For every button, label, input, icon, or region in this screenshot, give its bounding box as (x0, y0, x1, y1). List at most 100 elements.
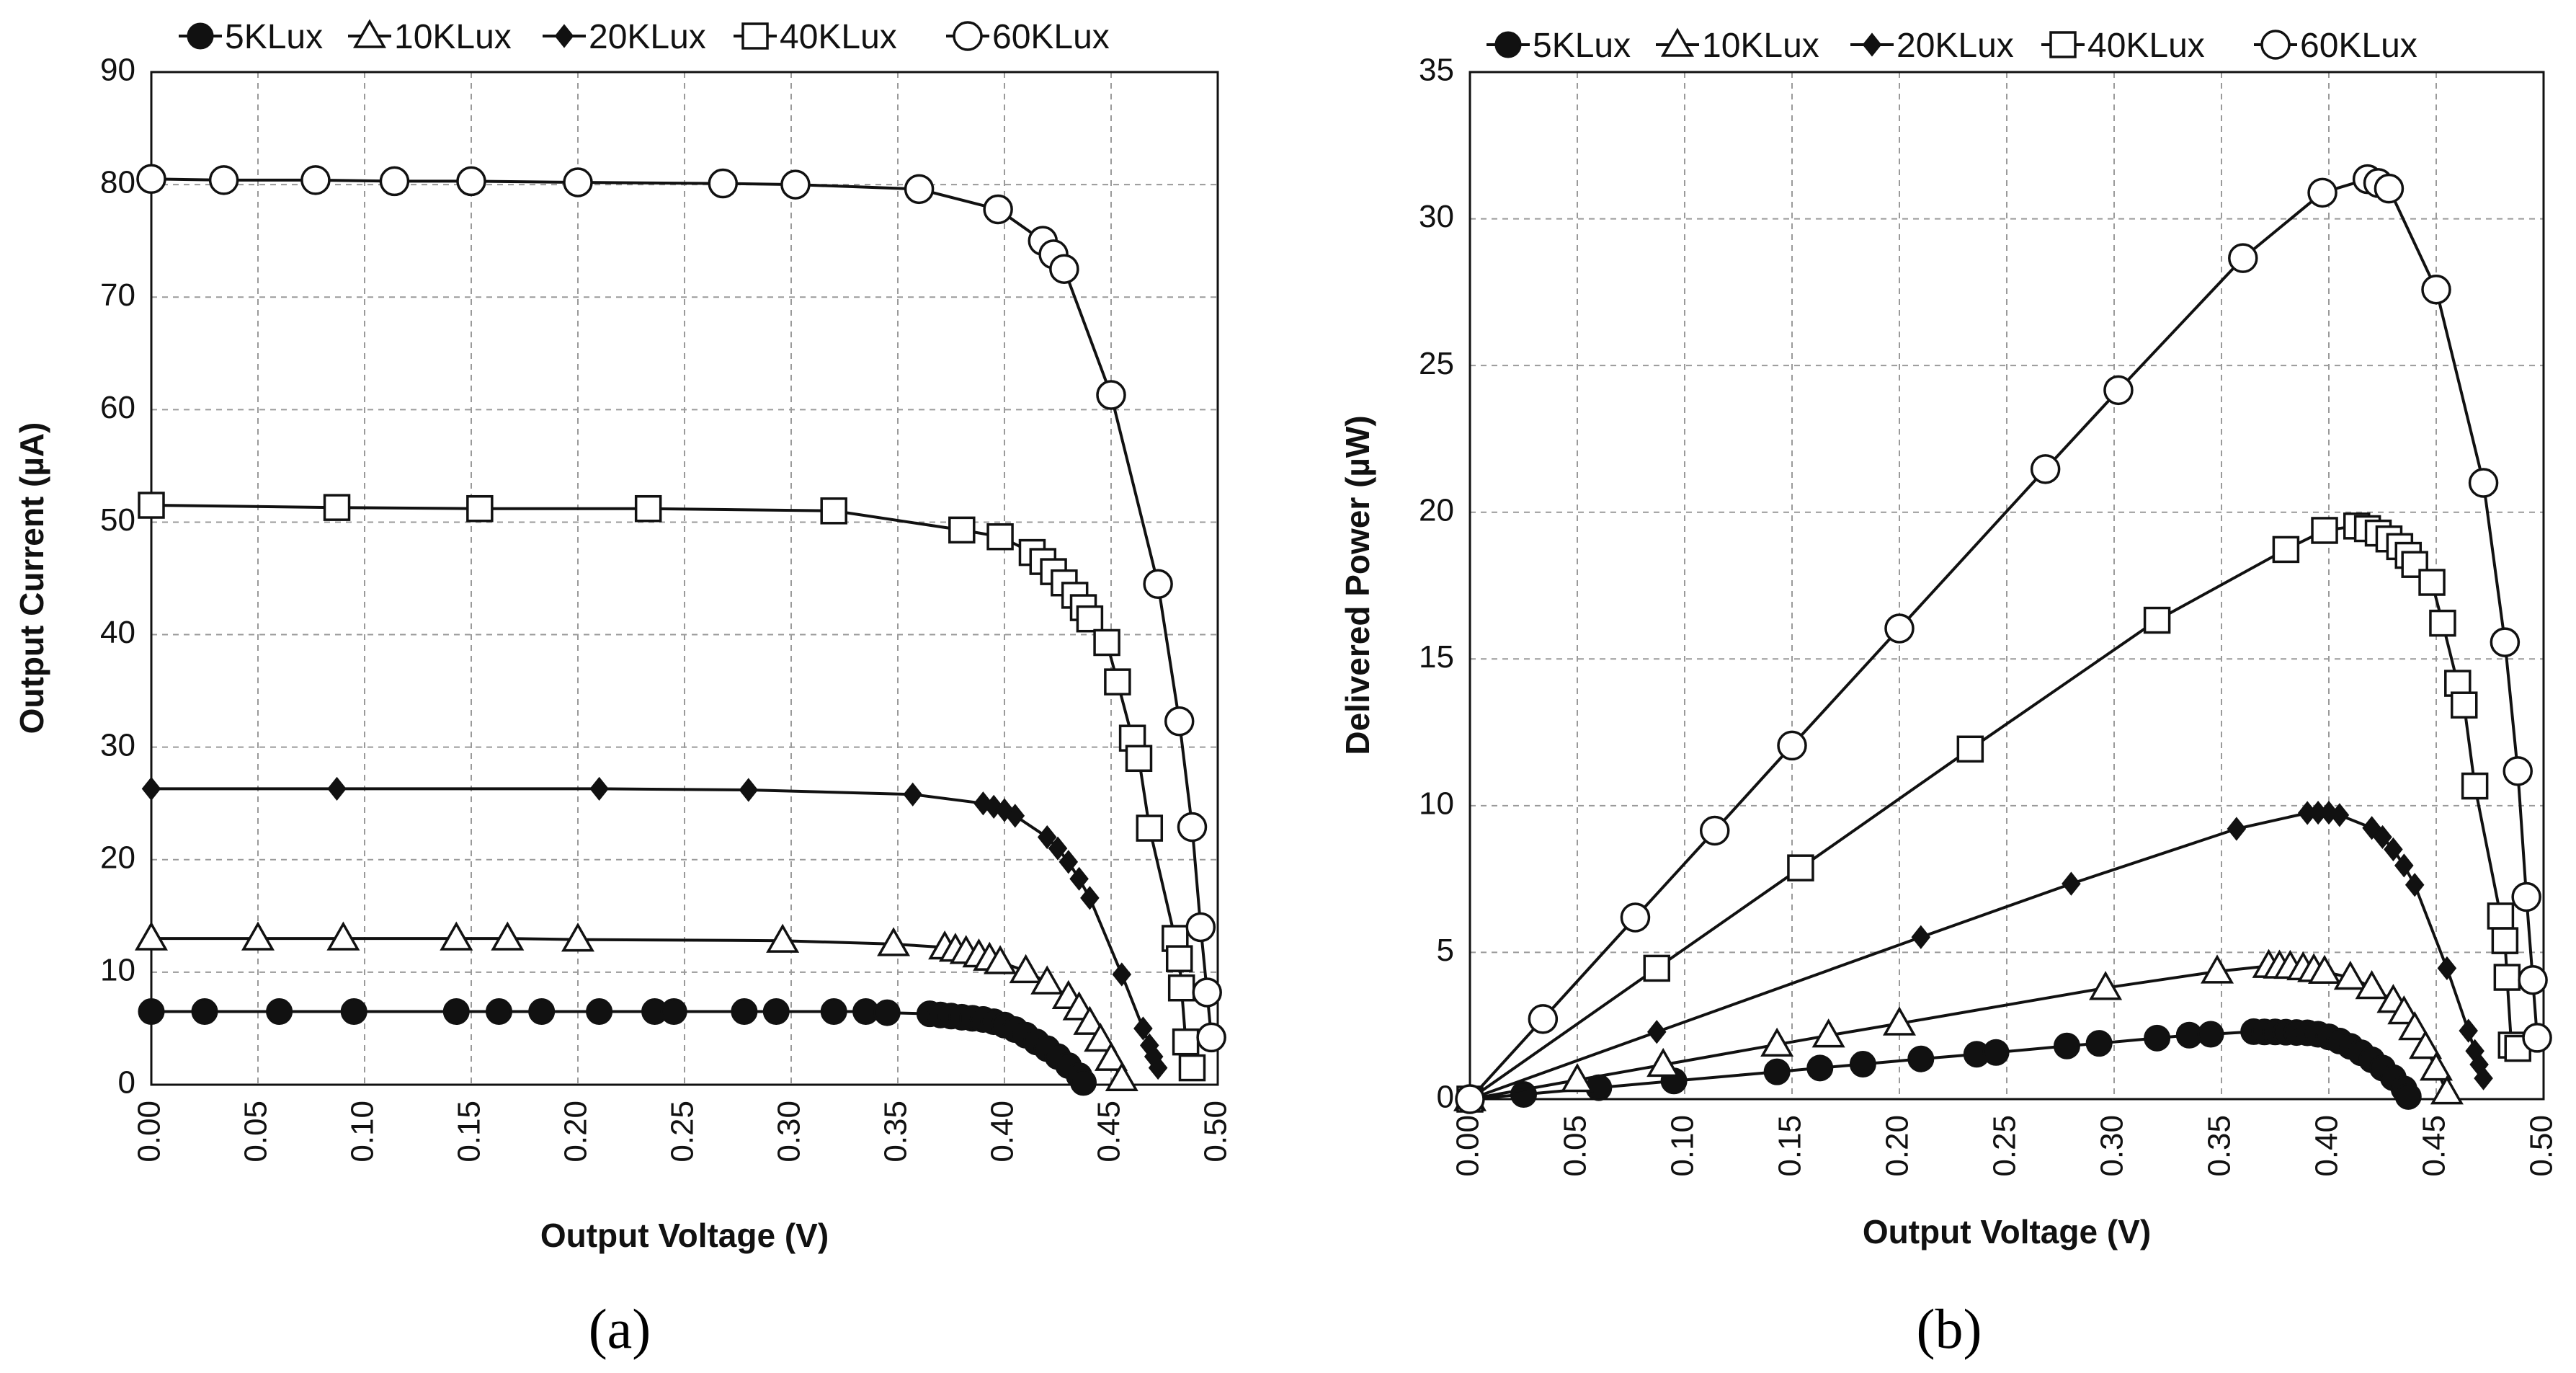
series-group-b (1453, 164, 2552, 1114)
data-point-20klux (2330, 803, 2350, 827)
data-point-60klux (2518, 964, 2548, 995)
legend-b: 5KLux 10KLux 20KLux 40KLux 60KLux (1487, 27, 2417, 65)
data-point-60klux (780, 169, 811, 200)
data-point-60klux (2468, 468, 2499, 498)
data-point-40klux (820, 497, 847, 525)
x-tick-label: 0.00 (132, 1101, 167, 1163)
data-point-60klux (2490, 627, 2521, 657)
data-point-60klux (456, 166, 486, 197)
data-point-5klux (820, 998, 847, 1026)
legend-label: 10KLux (394, 18, 512, 56)
data-point-10klux (1760, 1027, 1794, 1057)
x-tick-label: 0.15 (452, 1101, 487, 1163)
plot-frame-b (1469, 71, 2545, 1101)
data-point-20klux (2394, 853, 2414, 878)
data-point-40klux (2444, 670, 2472, 697)
legend-label: 40KLux (780, 18, 897, 56)
data-point-10klux (1646, 1047, 1680, 1077)
x-tick-label: 0.25 (665, 1101, 700, 1163)
legend-item-10klux: 10KLux (1656, 27, 1819, 65)
legend-marker-40klux (741, 22, 769, 50)
data-point-60klux (1096, 380, 1126, 410)
data-point-10klux (1560, 1063, 1595, 1093)
data-point-5klux (1070, 1069, 1097, 1096)
data-point-60klux (2421, 274, 2451, 305)
data-point-10klux (2089, 971, 2123, 1000)
chart-panel-b: 5KLux 10KLux 20KLux 40KLux 60KLux 0.00 0.05 0.… (1339, 27, 2559, 1360)
data-point-5klux (660, 998, 687, 1026)
data-point-10klux (134, 921, 169, 951)
legend-marker-20klux (1862, 32, 1882, 57)
x-tick-label: 0.30 (2095, 1115, 2130, 1177)
data-point-60klux (708, 168, 739, 199)
data-point-60klux (1177, 812, 1208, 843)
data-point-20klux (1048, 836, 1068, 861)
data-point-10klux (877, 927, 911, 956)
data-point-10klux (1030, 965, 1064, 995)
data-point-5klux (2085, 1030, 2113, 1057)
data-point-5klux (191, 998, 218, 1026)
data-point-40klux (2143, 606, 2171, 634)
y-axis-title-b: Delivered Power (µW) (1339, 415, 1376, 755)
series-5klux (1456, 1018, 2422, 1113)
legend-label: 10KLux (1702, 27, 1819, 65)
legend-label: 40KLux (2087, 27, 2205, 65)
data-point-10klux (984, 945, 1017, 974)
x-tick-label: 0.30 (772, 1101, 807, 1163)
data-point-40klux (1178, 1054, 1206, 1082)
data-point-40klux (1125, 745, 1153, 773)
y-tick-label: 0 (118, 1065, 135, 1101)
legend-label: 5KLux (1533, 27, 1631, 65)
y-tick-label: 10 (1419, 786, 1454, 821)
x-tick-label: 0.40 (985, 1101, 1020, 1163)
data-point-5klux (485, 998, 512, 1026)
series-20klux (141, 776, 1168, 1080)
data-point-20klux (327, 776, 347, 801)
data-point-40klux (2311, 517, 2338, 544)
data-point-60klux (1185, 912, 1216, 943)
data-point-5klux (1763, 1058, 1791, 1085)
data-point-60klux (1620, 902, 1651, 933)
data-point-20klux (1112, 962, 1132, 987)
legend-marker-40klux (2049, 31, 2077, 58)
data-point-20klux (739, 778, 759, 802)
data-point-20klux (2437, 956, 2457, 981)
data-point-60klux (2522, 1023, 2552, 1053)
data-point-60klux (1528, 1004, 1559, 1034)
data-point-60klux (2228, 243, 2258, 273)
data-point-60klux (983, 194, 1013, 225)
x-tick-label: 0.35 (878, 1101, 914, 1163)
legend-item-5klux: 5KLux (1487, 27, 1631, 65)
data-point-40klux (1136, 814, 1164, 842)
data-point-40klux (323, 494, 351, 521)
x-axis-title-a: Output Voltage (V) (540, 1217, 829, 1254)
data-point-60klux (136, 164, 166, 195)
x-tick-label: 0.40 (2309, 1115, 2345, 1177)
plot-frame-a (150, 71, 1219, 1086)
data-point-10klux (2398, 1010, 2432, 1041)
series-5klux (138, 998, 1097, 1096)
data-point-5klux (873, 999, 901, 1026)
data-point-5klux (1982, 1039, 2010, 1066)
data-point-40klux (1643, 954, 1671, 982)
data-point-40klux (986, 523, 1014, 551)
data-point-20klux (2384, 837, 2403, 862)
x-tick-label: 0.35 (2202, 1115, 2237, 1177)
data-point-40klux (634, 494, 662, 523)
y-tick-label: 10 (100, 953, 135, 988)
data-point-10klux (2201, 954, 2234, 984)
data-point-5klux (731, 998, 758, 1026)
data-point-10klux (2308, 954, 2342, 985)
data-point-5klux (138, 998, 165, 1026)
data-point-60klux (208, 165, 239, 195)
series-line-40klux (1469, 524, 2519, 1101)
data-point-20klux (141, 776, 161, 801)
y-tick-label: 20 (100, 840, 135, 875)
series-40klux (1456, 512, 2531, 1113)
data-point-5klux (1907, 1045, 1935, 1072)
series-60klux (136, 164, 1226, 1053)
legend-label: 60KLux (992, 18, 1110, 56)
legend-marker-10klux (352, 19, 387, 48)
data-point-40klux (2429, 609, 2456, 637)
data-point-40klux (2487, 902, 2515, 930)
